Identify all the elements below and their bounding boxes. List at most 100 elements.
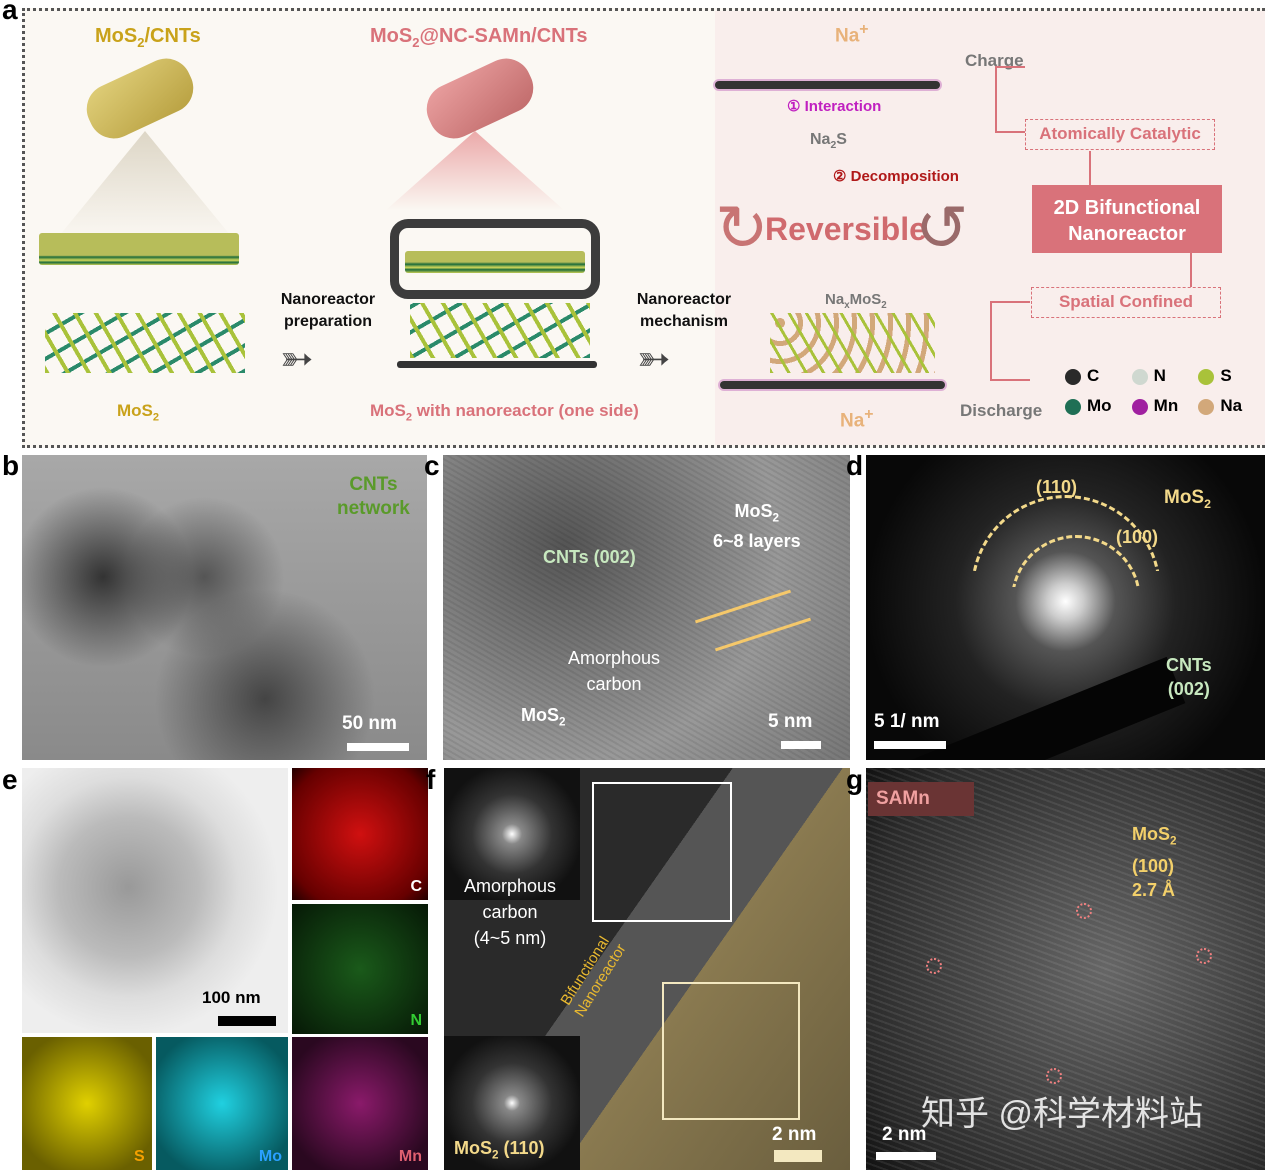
nanoreactor-shell xyxy=(390,219,600,299)
zoom-cone xyxy=(55,131,235,241)
map-label-mo: Mo xyxy=(258,1148,282,1165)
connector-line xyxy=(1190,253,1192,287)
step-mechanism: Nanoreactor mechanism xyxy=(636,291,732,330)
samn-cnt-tube xyxy=(418,50,542,147)
label-100: (100) xyxy=(1116,527,1159,547)
mos2-crystal-structure xyxy=(45,313,245,373)
scale-bar xyxy=(781,741,821,749)
panel-label-d: d xyxy=(846,450,864,481)
panel-label-e: e xyxy=(2,764,18,795)
panel-c-hrtem-image: CNTs (002) MoS2 6~8 layers Amorphous carbo… xyxy=(443,455,850,760)
eds-map-s: S xyxy=(22,1037,152,1170)
label-cnts-002: CNTs (002) xyxy=(543,547,636,567)
mos2-sheet xyxy=(39,233,239,265)
panel-d-saed-pattern: (110) (100) MoS2 CNTs (002) 5 1/ nm xyxy=(866,455,1265,760)
legend-mn: Mn xyxy=(1131,391,1199,421)
connector-to-charge xyxy=(995,66,1025,133)
label-mos2-layers: MoS2 6~8 layers xyxy=(713,501,801,551)
eds-map-c: C xyxy=(292,768,428,900)
map-label-c: C xyxy=(410,878,422,895)
scale-label: 2 nm xyxy=(882,1124,927,1145)
legend-c: C xyxy=(1065,361,1132,391)
map-label-mn: Mn xyxy=(398,1148,422,1165)
watermark: 知乎 @科学材料站 xyxy=(921,1095,1203,1133)
connector-to-discharge xyxy=(990,301,1030,381)
zoom-cone xyxy=(385,131,565,211)
title-mos2-nc-samn: MoS2@NC-SAMn/CNTs xyxy=(370,25,588,50)
single-atom-marker xyxy=(1076,903,1092,919)
label-110: (110) xyxy=(1036,477,1078,497)
mos2-crystal-structure xyxy=(410,303,590,358)
label-amorphous-carbon: Amorphous carbon (4~5 nm) xyxy=(463,876,557,948)
label-mos2-nanoreactor: MoS2 with nanoreactor (one side) xyxy=(370,401,639,424)
panel-label-f: f xyxy=(426,764,436,795)
label-mos2: MoS2 xyxy=(1164,487,1211,511)
scale-bar xyxy=(876,1152,936,1160)
label-amorphous-carbon: Amorphous carbon xyxy=(568,648,661,694)
naxmos2-crystal-structure xyxy=(770,313,935,373)
single-atom-marker xyxy=(926,958,942,974)
na-ion-bottom: Na+ xyxy=(840,406,874,432)
label-interaction: ① Interaction xyxy=(787,98,882,115)
eds-map-n: N xyxy=(292,904,428,1034)
inset-box-amorphous xyxy=(592,782,732,922)
label-mos2-100: MoS2 (100) 2.7 Å xyxy=(1132,824,1177,900)
panel-label-b: b xyxy=(2,450,20,481)
fft-amorphous xyxy=(444,768,580,900)
label-charge: Charge xyxy=(965,51,1024,70)
label-na2s: Na2S xyxy=(810,131,847,152)
label-decomposition: ② Decomposition xyxy=(833,168,959,185)
label-cnts-network: CNTs network xyxy=(337,474,410,519)
panel-label-g: g xyxy=(846,764,864,795)
arrow-icon: ➳ xyxy=(280,337,314,381)
atom-legend: C N S Mo Mn Na xyxy=(1065,361,1265,421)
scale-label: 100 nm xyxy=(202,988,261,1007)
panel-e-haadf-image: 100 nm xyxy=(22,768,288,1033)
label-mos2-110: MoS2 (110) xyxy=(454,1138,545,1162)
cycle-arrow-left-icon: ↻ xyxy=(715,192,769,264)
fft-mos2 xyxy=(444,1036,580,1170)
connector-line xyxy=(1089,151,1091,185)
panel-b-tem-image: CNTs network 50 nm xyxy=(22,455,427,760)
inset-box-mos2 xyxy=(662,982,800,1120)
panel-g-haadf-stem: SAMn MoS2 (100) 2.7 Å 知乎 @科学材料站 2 nm xyxy=(866,768,1265,1170)
panel-label-c: c xyxy=(424,450,440,481)
label-naxmos2: NaxMoS2 xyxy=(825,291,887,311)
scale-label: 50 nm xyxy=(342,713,397,734)
box-atomically-catalytic: Atomically Catalytic xyxy=(1025,119,1215,150)
title-mos2-cnts: MoS2/CNTs xyxy=(95,25,201,50)
na-ion-top: Na+ xyxy=(835,21,869,47)
map-label-s: S xyxy=(134,1148,145,1165)
scale-bar xyxy=(218,1016,276,1026)
map-label-n: N xyxy=(410,1012,422,1029)
cycle-arrow-right-icon: ↺ xyxy=(915,192,969,264)
fringe-line xyxy=(694,589,792,624)
step-preparation: Nanoreactor preparation xyxy=(280,291,376,330)
mos2-cnt-tube xyxy=(78,50,202,147)
ring-100 xyxy=(1011,535,1141,587)
scale-label: 2 nm xyxy=(772,1124,817,1145)
carbon-sheet-bottom xyxy=(720,381,945,389)
label-mos2: MoS2 xyxy=(117,401,160,424)
single-atom-marker xyxy=(1196,948,1212,964)
fringe-line xyxy=(714,617,812,652)
label-reversible: Reversible xyxy=(765,211,927,247)
panel-f-haadf-image: Amorphous carbon (4~5 nm) Bifunctional Nano… xyxy=(444,768,850,1170)
carbon-sheet-top xyxy=(715,81,940,89)
carbon-sheet xyxy=(397,361,597,368)
legend-mo: Mo xyxy=(1065,391,1132,421)
label-discharge: Discharge xyxy=(960,401,1043,420)
box-spatial-confined: Spatial Confined xyxy=(1031,287,1221,318)
eds-map-mo: Mo xyxy=(156,1037,288,1170)
scale-label: 5 nm xyxy=(768,711,813,732)
box-2d-bifunctional-nanoreactor: 2D Bifunctional Nanoreactor xyxy=(1032,185,1222,253)
eds-map-mn: Mn xyxy=(292,1037,428,1170)
label-cnts-002: CNTs (002) xyxy=(1166,655,1212,699)
panel-a-schematic: MoS2/CNTs MoS2@NC-SAMn/CNTs MoS2 MoS2 wi… xyxy=(22,8,1265,448)
ring-110 xyxy=(971,495,1161,571)
arrow-icon: ➳ xyxy=(637,337,671,381)
label-samn: SAMn xyxy=(868,782,974,816)
panel-label-a: a xyxy=(2,0,18,25)
legend-na: Na xyxy=(1198,391,1265,421)
legend-s: S xyxy=(1198,361,1265,391)
